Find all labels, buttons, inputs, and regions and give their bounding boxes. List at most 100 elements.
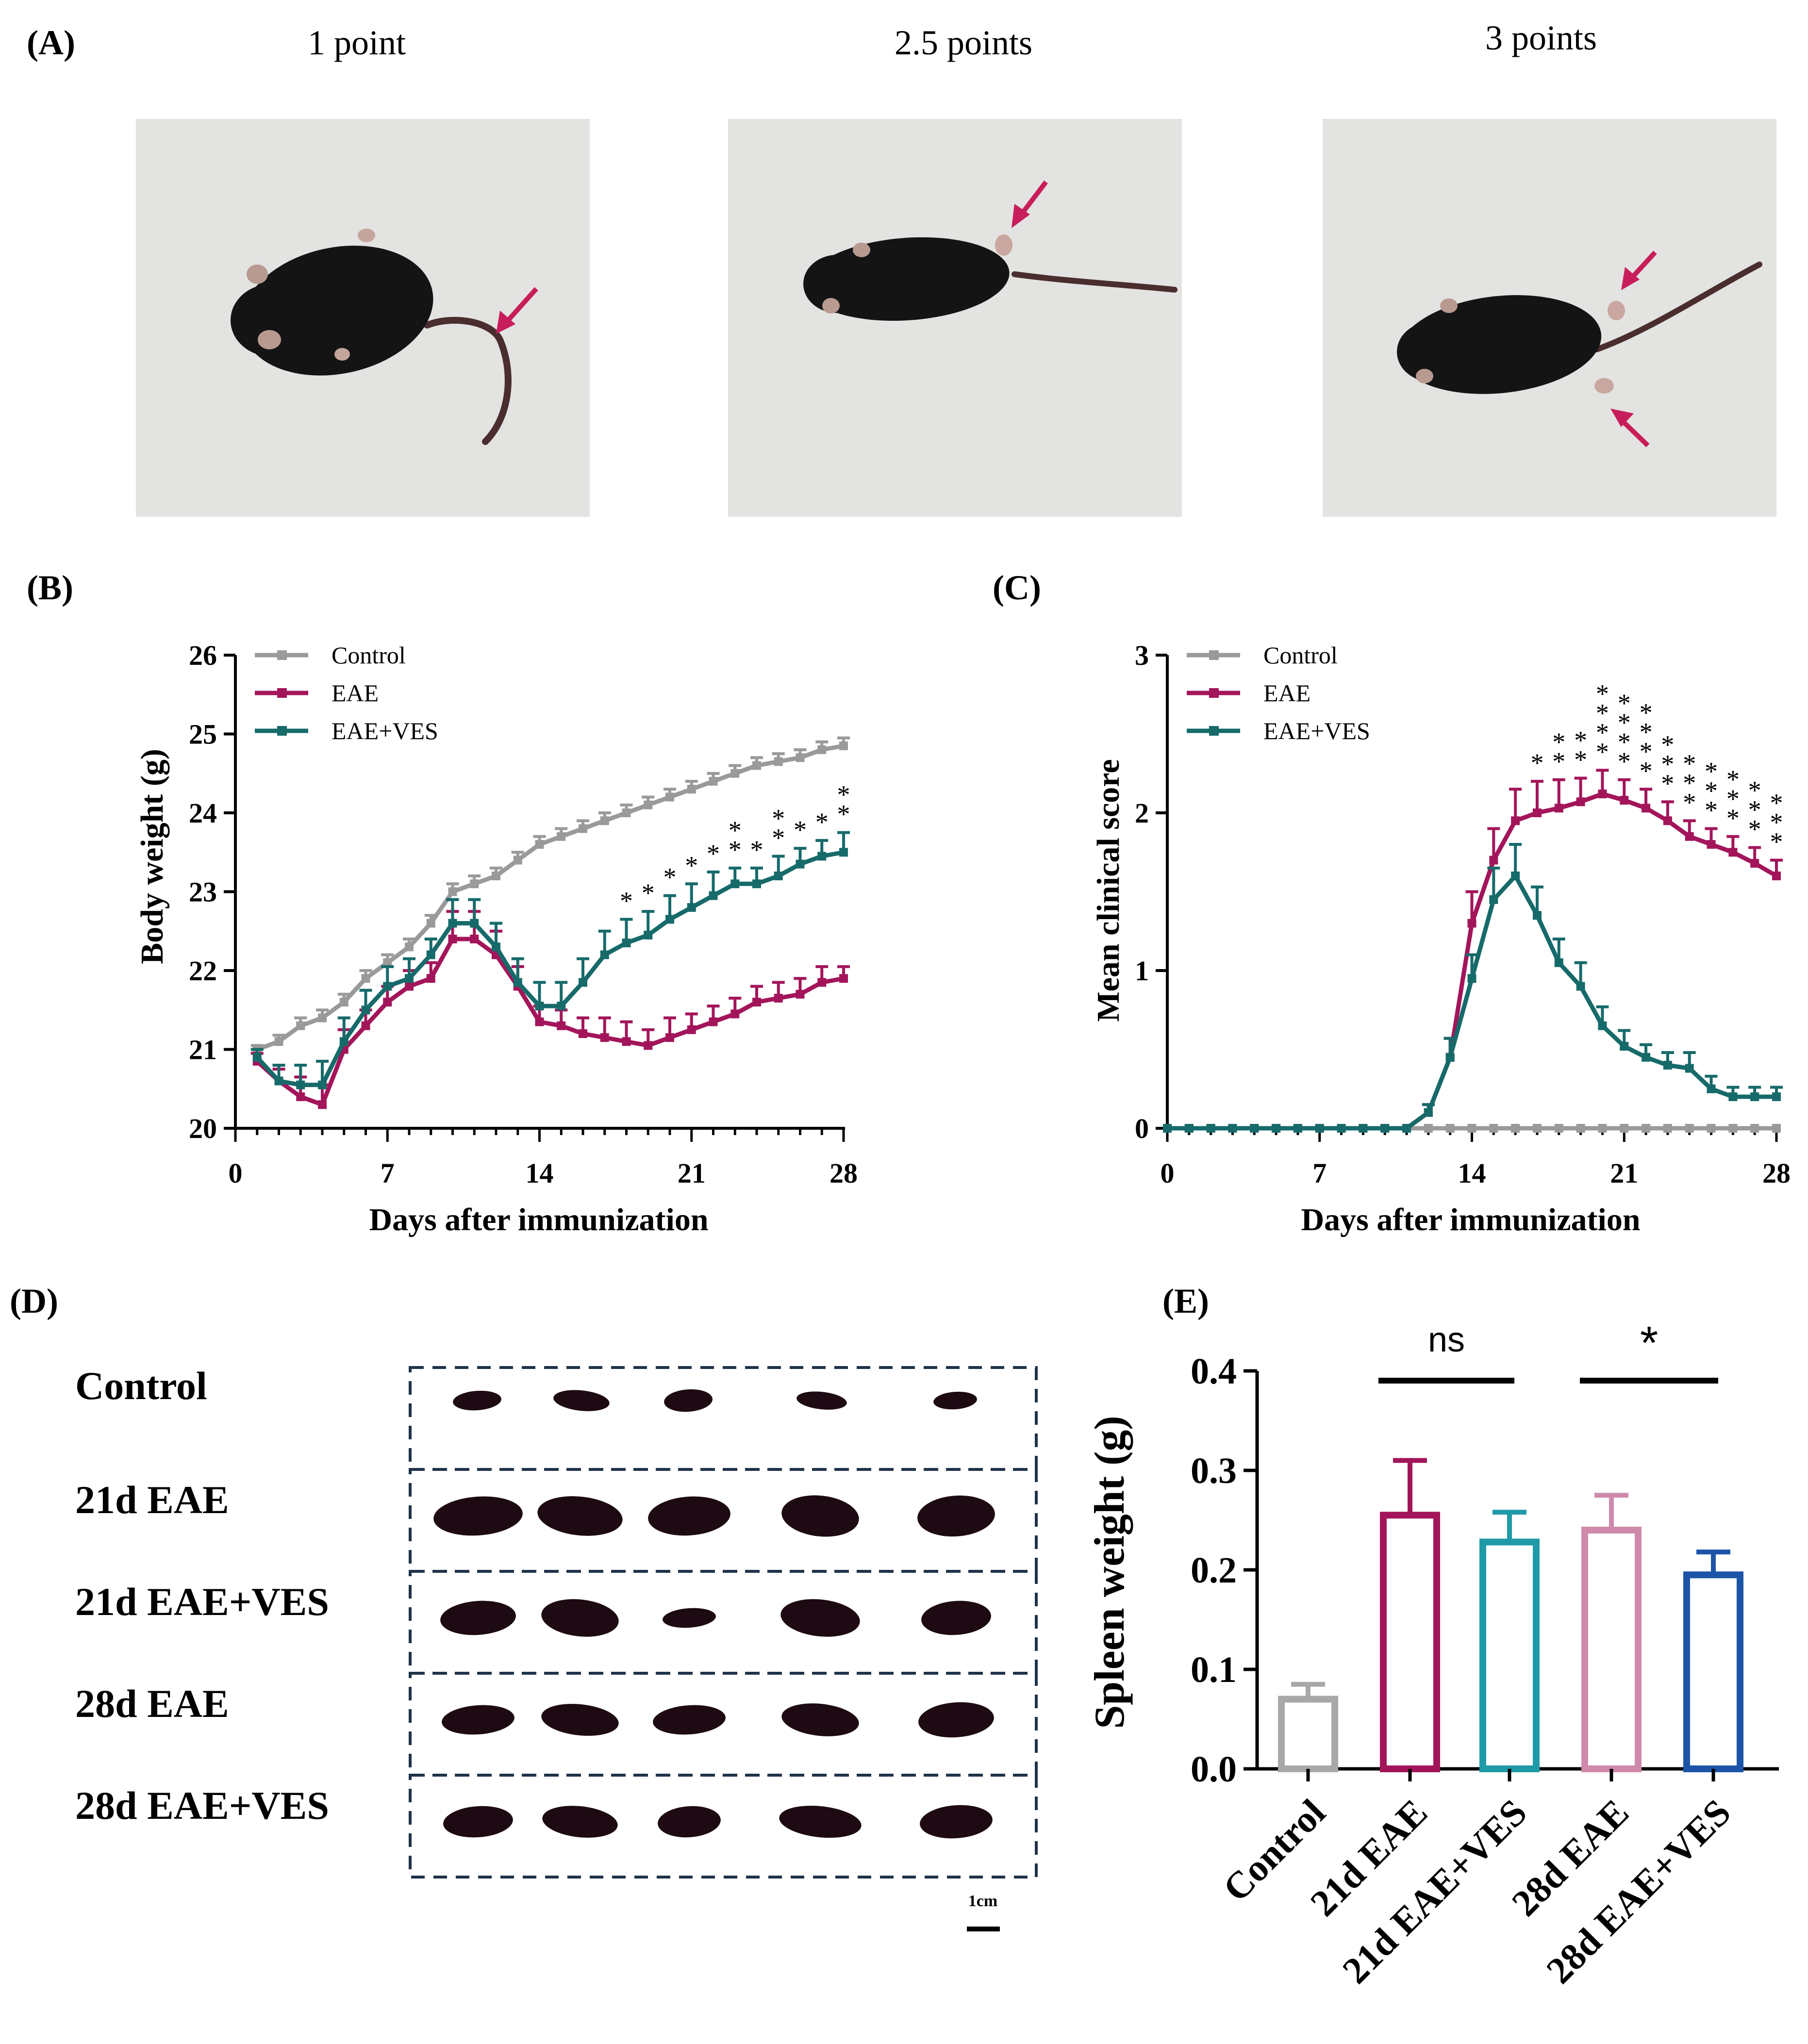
spleen-photo: [541, 1599, 619, 1637]
panel-b-control-line: [256, 743, 844, 1052]
panel-b-eae-ves-point: [752, 879, 761, 889]
panel-b-control-point: [796, 753, 805, 762]
panel-c-significance-star: *: [1640, 737, 1653, 766]
panel-b-eae-point: [318, 1100, 327, 1109]
panel-b-eae-ves-point: [687, 903, 696, 912]
panel-b-control-point: [339, 998, 348, 1006]
panel-b-control-point: [579, 824, 587, 833]
panel-b-eae-point: [361, 1021, 370, 1030]
panel-b-eae-point: [579, 1029, 587, 1038]
panel-c-significance-star: *: [1618, 708, 1631, 737]
panel-c-significance-star: *: [1596, 679, 1609, 708]
panel-e-comparison-label: ns: [1428, 1320, 1465, 1359]
spleen-row-box: [409, 1672, 1038, 1777]
arrow-icon: [496, 287, 538, 334]
panel-b-significance-star: *: [772, 804, 785, 833]
panel-b-eae-point: [405, 982, 414, 991]
panel-b-eae-ves-point: [383, 982, 392, 991]
panel-c-eae-ves-point: [1272, 1124, 1281, 1133]
panel-b-control-point: [774, 757, 783, 766]
panel-c-eae-ves-point: [1315, 1124, 1324, 1133]
mouse-photo-2: [803, 234, 1178, 321]
panel-b-eae-point: [448, 935, 457, 943]
panel-e-y-tick-label: 0.4: [1191, 1351, 1237, 1392]
panel-a: (A) 1 point 2.5 points: [27, 18, 1776, 517]
panel-b-control-point: [448, 887, 457, 896]
panel-c-significance-star: *: [1726, 765, 1740, 794]
panel-b-significance-star: *: [837, 780, 850, 809]
panel-b-eae-ves-point: [318, 1080, 327, 1089]
panel-c-control-point: [1511, 1124, 1520, 1133]
panel-c-control-point: [1467, 1124, 1476, 1133]
panel-c-x-axis-title: Days after immunization: [1301, 1202, 1640, 1237]
panel-b-y-tick-label: 20: [189, 1113, 217, 1144]
panel-c-control-point: [1750, 1124, 1759, 1133]
panel-b-legend-label: EAE: [332, 679, 379, 707]
panel-c-eae-ves-point: [1576, 982, 1585, 991]
panel-c-significance-star: *: [1661, 730, 1674, 759]
panel-c-control-point: [1728, 1124, 1738, 1133]
panel-c-legend-marker: [1209, 726, 1219, 736]
panel-b-significance-star: *: [620, 886, 633, 915]
panel-b-eae-ves-point: [492, 942, 500, 952]
spleen-photo: [442, 1705, 514, 1735]
panel-c-significance-star: *: [1661, 769, 1674, 798]
panel-b-label: (B): [27, 568, 73, 607]
panel-b-significance-star: *: [729, 816, 742, 845]
panel-c-eae-ves-point: [1750, 1092, 1759, 1101]
panel-b-control-point: [644, 800, 653, 809]
panel-c-eae-ves-point: [1293, 1124, 1302, 1133]
panel-c-eae-ves-point: [1511, 872, 1520, 880]
panel-b-eae-ves-point: [665, 915, 674, 924]
photo-3: 3 points: [1323, 18, 1776, 517]
panel-b-eae-ves-point: [709, 891, 718, 900]
photo-2: 2.5 points: [728, 23, 1182, 517]
panel-b-eae-point: [839, 974, 848, 983]
spleen-row-box: [409, 1468, 1038, 1573]
photo-2-caption: 2.5 points: [895, 23, 1032, 62]
panel-b-y-tick-label: 23: [189, 876, 217, 908]
spleen-photo: [541, 1704, 619, 1736]
panel-b-control-point: [665, 792, 674, 802]
panel-c-significance-star: *: [1618, 747, 1631, 776]
panel-c-eae-ves-point: [1642, 1053, 1651, 1062]
panel-c-significance-star: *: [1661, 749, 1674, 778]
panel-b-eae-point: [665, 1033, 674, 1042]
panel-e-bar: [1380, 1512, 1440, 1772]
panel-c-eae-ves-point: [1685, 1064, 1694, 1073]
panel-b-y-tick-label: 25: [189, 719, 217, 750]
scale-bar: 1cm: [967, 1892, 1000, 1931]
panel-b-y-tick-label: 22: [189, 955, 217, 987]
panel-c-eae-ves-point: [1337, 1124, 1346, 1133]
panel-c-significance-star: *: [1705, 776, 1718, 806]
panel-b-control-point: [492, 872, 500, 880]
panel-c-control-point: [1663, 1124, 1672, 1133]
spleen-photo: [443, 1806, 513, 1838]
panel-c-significance-star: *: [1705, 796, 1718, 825]
panel-b-eae-point: [817, 978, 827, 987]
arrow-icon: [1621, 250, 1657, 290]
panel-b-significance-star: *: [685, 851, 698, 880]
panel-b-control-point: [513, 856, 522, 865]
panel-b-control-point: [318, 1013, 327, 1022]
panel-b-eae-point: [535, 1017, 544, 1026]
panel-b-eae-ves-point: [796, 859, 805, 869]
panel-c-eae-point: [1598, 790, 1607, 798]
panel-b-eae-ves-point: [600, 950, 609, 959]
panel-d: (D) Control 21d EAE 21d EAE+VES 28d EAE 28d …: [10, 1282, 1038, 1931]
spleen-photo: [917, 1495, 995, 1537]
panel-b-eae-point: [752, 998, 761, 1006]
panel-b-significance-star: *: [750, 835, 763, 864]
panel-e-comparison-label: *: [1640, 1317, 1658, 1369]
panel-b-eae-ves-point: [426, 950, 435, 959]
panel-b-control-point: [274, 1037, 283, 1046]
spleen-photo: [921, 1600, 991, 1635]
panel-b-control-point: [687, 785, 696, 794]
panel-c-significance-star: *: [1770, 789, 1783, 818]
panel-b-significance-star: *: [837, 800, 850, 829]
panel-b-control-point: [361, 974, 370, 983]
panel-b-x-tick-label: 0: [229, 1157, 243, 1189]
panel-c-y-axis-title: Mean clinical score: [1091, 759, 1126, 1022]
